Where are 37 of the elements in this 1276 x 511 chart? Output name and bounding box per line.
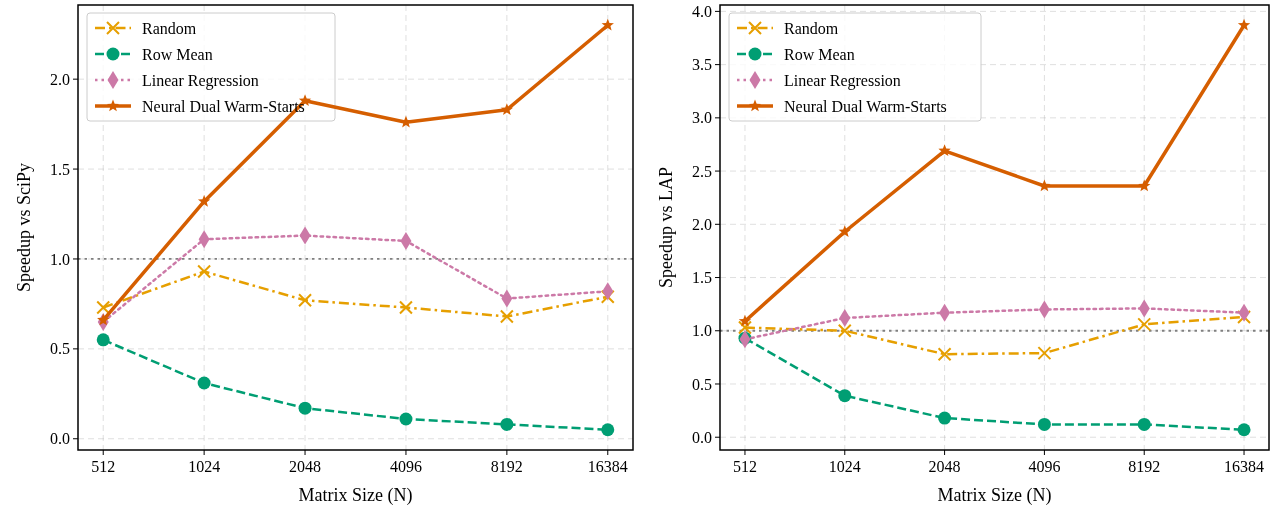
legend-label: Neural Dual Warm-Starts	[784, 97, 947, 115]
y-tick-label: 2.0	[50, 70, 70, 88]
y-tick-label: 0.5	[50, 340, 70, 358]
y-tick-label: 3.0	[692, 109, 712, 127]
legend-label: Linear Regression	[142, 71, 259, 90]
y-tick-label: 1.0	[692, 322, 712, 340]
x-axis-title: Matrix Size (N)	[298, 485, 413, 506]
y-tick-label: 1.0	[50, 250, 70, 268]
x-tick-label: 4096	[389, 458, 422, 475]
x-tick-label: 8192	[1128, 458, 1161, 475]
y-tick-label: 1.5	[50, 160, 70, 178]
y-tick-label: 0.0	[50, 430, 70, 448]
x-tick-label: 1024	[188, 458, 221, 475]
x-tick-label: 16384	[587, 458, 628, 475]
y-tick-label: 3.5	[692, 56, 712, 74]
x-axis-title: Matrix Size (N)	[937, 485, 1052, 506]
x-tick-label: 1024	[828, 458, 861, 475]
y-axis-title: Speedup vs SciPy	[14, 162, 34, 293]
legend-label: Random	[784, 19, 839, 37]
y-tick-label: 0.0	[692, 428, 712, 446]
x-tick-label: 16384	[1224, 458, 1265, 475]
legend-label: Row Mean	[142, 45, 213, 63]
x-tick-label: 512	[732, 458, 757, 475]
legend-label: Linear Regression	[784, 71, 901, 90]
x-tick-label: 2048	[928, 458, 961, 475]
x-tick-label: 512	[91, 458, 116, 475]
y-tick-label: 0.5	[692, 375, 712, 393]
y-tick-label: 4.0	[692, 2, 712, 20]
x-tick-label: 8192	[490, 458, 523, 475]
legend-label: Row Mean	[784, 45, 855, 63]
y-tick-label: 1.5	[692, 269, 712, 287]
y-tick-label: 2.5	[692, 162, 712, 180]
x-tick-label: 4096	[1028, 458, 1061, 475]
legend-label: Random	[142, 19, 197, 37]
y-tick-label: 2.0	[692, 215, 712, 233]
x-tick-label: 2048	[289, 458, 322, 475]
y-axis-title: Speedup vs LAP	[656, 167, 676, 288]
